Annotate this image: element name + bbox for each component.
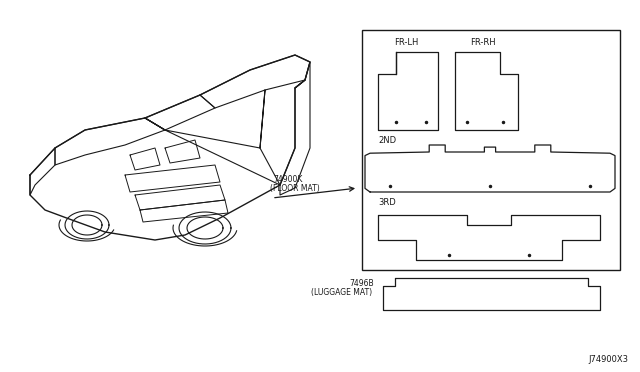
Text: 2ND: 2ND <box>378 136 396 145</box>
Text: 3RD: 3RD <box>378 198 396 207</box>
Text: FR-LH: FR-LH <box>394 38 418 47</box>
Text: FR-RH: FR-RH <box>470 38 496 47</box>
Text: 74900K: 74900K <box>273 175 302 184</box>
Text: (LUGGAGE MAT): (LUGGAGE MAT) <box>311 288 372 297</box>
Text: 7496B: 7496B <box>349 279 374 288</box>
Bar <box>362 30 620 270</box>
Text: (FLOOR MAT): (FLOOR MAT) <box>270 184 320 193</box>
Text: J74900X3: J74900X3 <box>588 355 628 364</box>
